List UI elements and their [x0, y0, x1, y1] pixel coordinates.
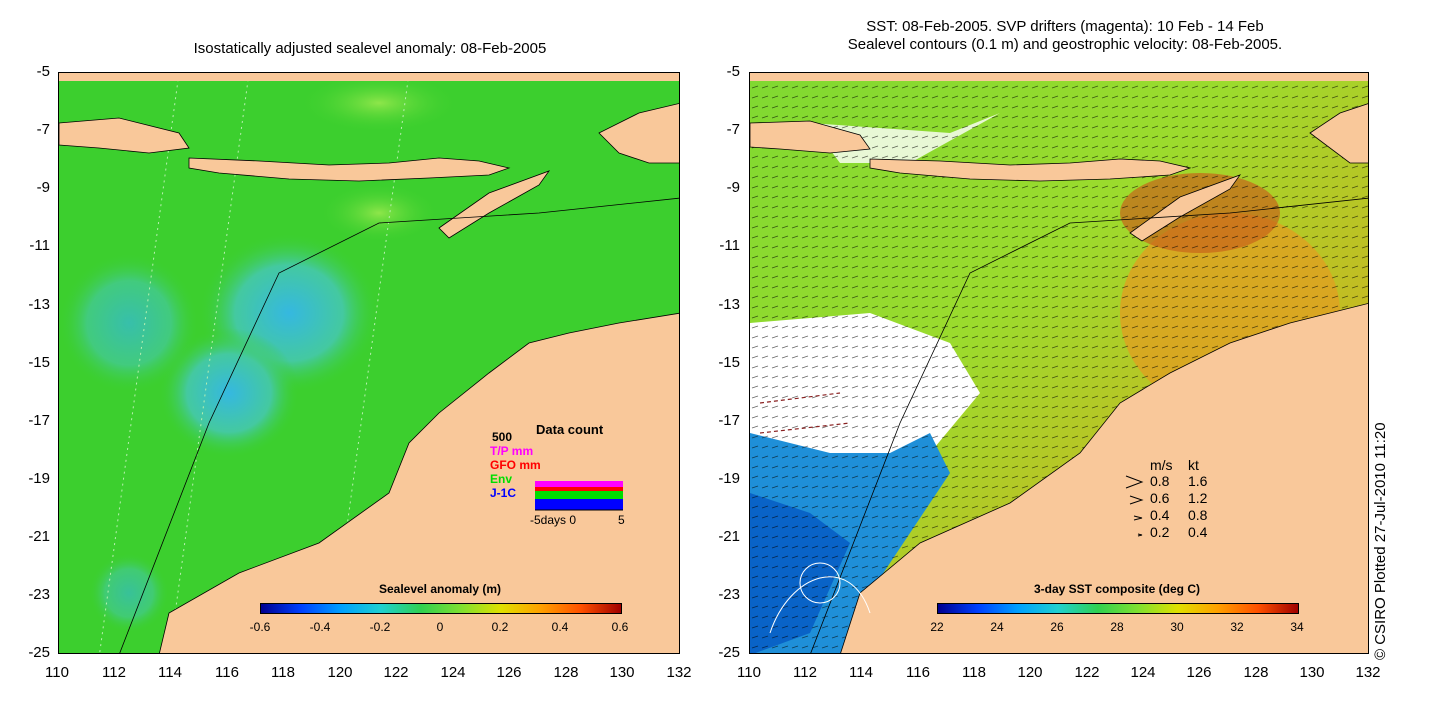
y-tick: -11 — [29, 237, 50, 254]
x-tick: 124 — [440, 664, 466, 681]
colorbar-tick: 32 — [1230, 620, 1244, 634]
y-tick: -25 — [28, 644, 50, 661]
sst-colorbar — [937, 603, 1299, 614]
x-tick: 114 — [158, 664, 182, 681]
y-tick: -9 — [726, 179, 740, 196]
y-tick: -21 — [718, 528, 740, 545]
x-tick: 112 — [793, 664, 817, 681]
x-tick: 132 — [666, 664, 692, 681]
data-count-bars — [535, 481, 623, 511]
y-tick: -13 — [718, 296, 740, 313]
data-count-axis-end: 5 — [618, 513, 625, 527]
colorbar-tick: 34 — [1290, 620, 1304, 634]
y-tick: -19 — [718, 470, 740, 487]
data-count-max: 500 — [492, 430, 513, 444]
speed-ms-0: 0.8 — [1150, 473, 1170, 489]
legend-tp: T/P mm — [490, 444, 534, 458]
legend-j1c: J-1C — [490, 486, 517, 500]
speed-legend-header-ms: m/s — [1150, 457, 1173, 473]
colorbar-tick: 26 — [1050, 620, 1064, 634]
x-tick: 126 — [1186, 664, 1212, 681]
y-tick: -23 — [718, 586, 740, 603]
x-tick: 128 — [1243, 664, 1269, 681]
y-tick: -19 — [28, 470, 50, 487]
colorbar-tick: 0 — [436, 620, 444, 634]
x-tick: 132 — [1355, 664, 1381, 681]
y-tick: -15 — [718, 354, 740, 371]
x-tick: 112 — [102, 664, 126, 681]
colorbar-tick: 22 — [930, 620, 944, 634]
colorbar-tick: -0.6 — [249, 620, 271, 634]
sealevel-colorbar — [260, 603, 622, 614]
colorbar-tick: 24 — [990, 620, 1004, 634]
right-title-line2: Sealevel contours (0.1 m) and geostrophi… — [847, 36, 1283, 53]
sealevel-anomaly-map — [58, 72, 680, 654]
y-tick: -7 — [726, 121, 740, 138]
right-map-title: SST: 08-Feb-2005. SVP drifters (magenta)… — [755, 18, 1375, 54]
y-tick: -17 — [718, 412, 740, 429]
colorbar-tick: -0.2 — [369, 620, 391, 634]
speed-kt-1: 1.2 — [1188, 490, 1208, 506]
y-tick: -11 — [719, 237, 740, 254]
y-tick: -5 — [36, 63, 50, 80]
y-tick: -23 — [28, 586, 50, 603]
sealevel-colorbar-label: Sealevel anomaly (m) — [378, 582, 502, 596]
colorbar-tick: 0.4 — [551, 620, 569, 634]
speed-kt-2: 0.8 — [1188, 507, 1208, 523]
csiro-credit: © CSIRO Plotted 27-Jul-2010 11:20 — [1372, 422, 1389, 660]
legend-env: Env — [490, 472, 513, 486]
data-count-axis: -5days 0 — [530, 513, 577, 527]
y-tick: -9 — [36, 179, 50, 196]
sealevel-anomaly-field — [59, 73, 679, 653]
x-tick: 124 — [1130, 664, 1156, 681]
colorbar-tick: 0.2 — [491, 620, 509, 634]
speed-ms-1: 0.6 — [1150, 490, 1170, 506]
x-tick: 116 — [906, 664, 930, 681]
colorbar-tick: -0.4 — [309, 620, 331, 634]
speed-ms-2: 0.4 — [1150, 507, 1170, 523]
speed-kt-3: 0.4 — [1188, 524, 1208, 540]
y-tick: -13 — [28, 296, 50, 313]
speed-legend-header-kt: kt — [1188, 457, 1199, 473]
x-tick: 126 — [496, 664, 522, 681]
y-tick: -25 — [718, 644, 740, 661]
speed-legend-arrows — [1125, 475, 1144, 537]
data-count-title: Data count — [536, 422, 604, 437]
x-tick: 122 — [1074, 664, 1100, 681]
y-tick: -5 — [726, 63, 740, 80]
colorbar-tick: 30 — [1170, 620, 1184, 634]
x-tick: 122 — [383, 664, 409, 681]
y-tick: -17 — [28, 412, 50, 429]
y-tick: -15 — [28, 354, 50, 371]
x-tick: 120 — [327, 664, 353, 681]
x-tick: 116 — [215, 664, 239, 681]
x-tick: 118 — [271, 664, 295, 681]
left-map-title: Isostatically adjusted sealevel anomaly:… — [193, 40, 547, 57]
x-tick: 130 — [609, 664, 635, 681]
colorbar-tick: 28 — [1110, 620, 1124, 634]
x-tick: 118 — [962, 664, 986, 681]
x-tick: 110 — [737, 664, 761, 681]
sst-colorbar-label: 3-day SST composite (deg C) — [1033, 582, 1201, 596]
right-title-line1: SST: 08-Feb-2005. SVP drifters (magenta)… — [866, 18, 1264, 35]
colorbar-tick: 0.6 — [611, 620, 629, 634]
x-tick: 128 — [553, 664, 579, 681]
speed-ms-3: 0.2 — [1150, 524, 1170, 540]
speed-kt-0: 1.6 — [1188, 473, 1208, 489]
sst-field — [750, 73, 1368, 653]
x-tick: 120 — [1017, 664, 1043, 681]
legend-gfo: GFO mm — [490, 458, 541, 472]
x-tick: 110 — [45, 664, 69, 681]
x-tick: 130 — [1299, 664, 1325, 681]
x-tick: 114 — [849, 664, 873, 681]
y-tick: -21 — [28, 528, 50, 545]
sst-map — [749, 72, 1369, 654]
y-tick: -7 — [36, 121, 50, 138]
